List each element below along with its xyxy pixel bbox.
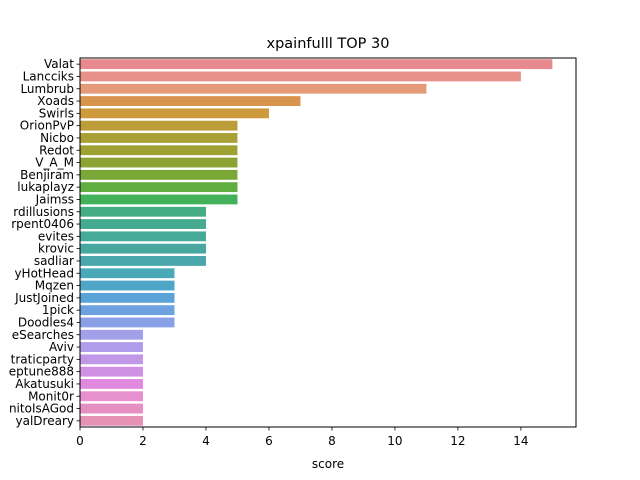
bar-Xoads xyxy=(80,96,301,106)
x-tick-label: 4 xyxy=(202,434,210,448)
y-tick-label: V_A_M xyxy=(35,156,74,170)
y-tick-label: lukaplayz xyxy=(17,180,74,194)
y-tick-label: eSearches xyxy=(12,328,74,342)
bar-lukaplayz xyxy=(80,182,238,193)
y-tick-label: traticparty xyxy=(11,352,74,366)
y-tick-label: yalDreary xyxy=(16,414,74,428)
y-tick-label: sadliar xyxy=(34,254,74,268)
y-tick-label: Xoads xyxy=(37,94,74,108)
bar-Lumbrub xyxy=(80,83,427,94)
bar-nitoIsAGod xyxy=(80,403,143,414)
y-tick-label: rpent0406 xyxy=(11,217,74,231)
bar-Doodles4 xyxy=(80,317,175,328)
bar-Swirls xyxy=(80,108,269,119)
y-tick-label: Valat xyxy=(44,57,74,71)
bar-Jaimss xyxy=(80,194,238,205)
y-tick-label: yHotHead xyxy=(14,266,74,280)
y-tick-label: Doodles4 xyxy=(18,315,74,329)
y-tick-label: eptune888 xyxy=(9,365,74,379)
bar-Valat xyxy=(80,59,553,70)
y-tick-label: Jaimss xyxy=(35,192,74,206)
y-tick-label: Akatusuki xyxy=(15,377,74,391)
bar-Nicbo xyxy=(80,133,238,143)
bar-sadliar xyxy=(80,256,206,266)
bar-traticparty xyxy=(80,354,143,365)
chart-title: xpainfulll TOP 30 xyxy=(267,36,390,52)
bar-krovic xyxy=(80,243,206,254)
y-tick-label: JustJoined xyxy=(14,291,74,305)
bar-JustJoined xyxy=(80,292,175,303)
bar-eptune888 xyxy=(80,366,143,377)
x-tick-label: 8 xyxy=(328,434,336,448)
y-tick-labels: ValatLancciksLumbrubXoadsSwirlsOrionPvPN… xyxy=(9,57,80,428)
y-tick-label: Monit0r xyxy=(28,389,74,403)
y-tick-label: Mqzen xyxy=(35,279,74,293)
y-tick-label: Lumbrub xyxy=(20,82,74,96)
x-ticks: 0 2 4 6 8 10 12 14 xyxy=(76,427,529,448)
bar-Monit0r xyxy=(80,391,143,402)
bar-evites xyxy=(80,231,206,242)
y-tick-label: nitoIsAGod xyxy=(9,402,74,416)
y-tick-label: rdillusions xyxy=(13,205,74,219)
x-tick-label: 14 xyxy=(513,434,528,448)
bar-Redot xyxy=(80,145,238,156)
y-tick-label: Benjiram xyxy=(20,168,74,182)
x-tick-label: 0 xyxy=(76,434,84,448)
bar-Benjiram xyxy=(80,169,238,180)
bar-V_A_M xyxy=(80,157,238,168)
y-tick-label: Redot xyxy=(39,143,74,157)
y-tick-label: Lancciks xyxy=(23,69,74,83)
y-tick-label: Swirls xyxy=(39,106,74,120)
x-tick-label: 12 xyxy=(450,434,465,448)
bar-Mqzen xyxy=(80,280,175,291)
bar-1pick xyxy=(80,305,175,316)
y-tick-label: OrionPvP xyxy=(20,119,74,133)
y-tick-label: Nicbo xyxy=(40,131,74,145)
bar-yHotHead xyxy=(80,268,175,279)
x-tick-label: 2 xyxy=(139,434,147,448)
bar-OrionPvP xyxy=(80,120,238,131)
bar-yalDreary xyxy=(80,415,143,426)
x-axis-label: score xyxy=(312,457,344,471)
bar-Aviv xyxy=(80,342,143,352)
bar-Akatusuki xyxy=(80,379,143,389)
y-tick-label: 1pick xyxy=(42,303,74,317)
x-tick-label: 10 xyxy=(387,434,402,448)
bar-eSearches xyxy=(80,329,143,340)
bar-Lancciks xyxy=(80,71,521,82)
bar-rdillusions xyxy=(80,206,206,217)
y-tick-label: evites xyxy=(38,229,74,243)
x-tick-label: 6 xyxy=(265,434,273,448)
y-tick-label: krovic xyxy=(38,242,74,256)
bar-rpent0406 xyxy=(80,219,206,229)
bars-group xyxy=(80,59,553,426)
axes-frame xyxy=(79,57,577,428)
y-tick-label: Aviv xyxy=(49,340,74,354)
